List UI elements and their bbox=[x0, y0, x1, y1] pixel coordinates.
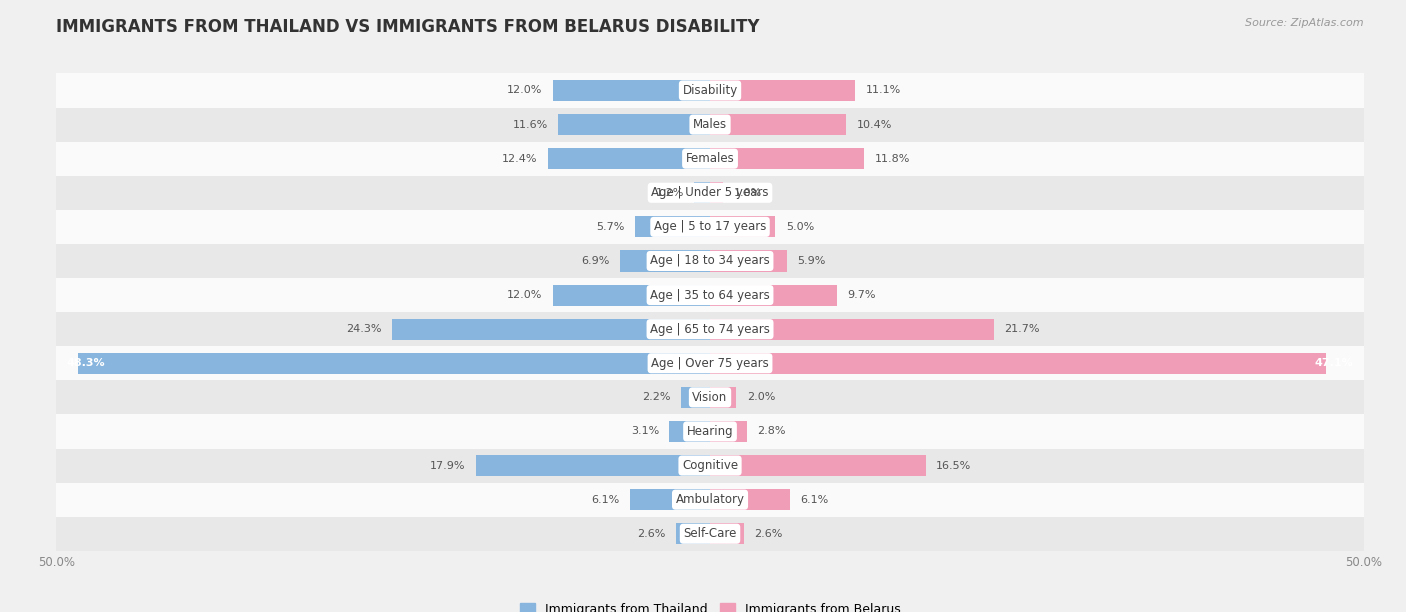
Text: 5.7%: 5.7% bbox=[596, 222, 626, 232]
Bar bbox=[553, 80, 710, 101]
Text: 24.3%: 24.3% bbox=[346, 324, 382, 334]
Text: 5.0%: 5.0% bbox=[786, 222, 814, 232]
Text: 1.0%: 1.0% bbox=[734, 188, 762, 198]
Text: 12.0%: 12.0% bbox=[508, 290, 543, 300]
Bar bbox=[56, 176, 1364, 210]
Text: Ambulatory: Ambulatory bbox=[675, 493, 745, 506]
Bar bbox=[710, 319, 994, 340]
Bar bbox=[56, 449, 1364, 483]
Bar bbox=[620, 250, 710, 272]
Bar bbox=[710, 80, 855, 101]
Bar bbox=[695, 182, 710, 203]
Text: 10.4%: 10.4% bbox=[856, 119, 891, 130]
Bar bbox=[710, 250, 787, 272]
Bar bbox=[56, 141, 1364, 176]
Text: 12.4%: 12.4% bbox=[502, 154, 537, 163]
Bar bbox=[56, 108, 1364, 141]
Bar bbox=[56, 380, 1364, 414]
Text: 9.7%: 9.7% bbox=[848, 290, 876, 300]
Bar bbox=[477, 455, 710, 476]
Text: 6.1%: 6.1% bbox=[800, 494, 828, 505]
Text: 11.8%: 11.8% bbox=[875, 154, 910, 163]
Bar bbox=[56, 346, 1364, 380]
Bar bbox=[548, 148, 710, 170]
Bar bbox=[669, 421, 710, 442]
Text: Vision: Vision bbox=[692, 391, 728, 404]
Text: 1.2%: 1.2% bbox=[655, 188, 683, 198]
Text: 11.6%: 11.6% bbox=[513, 119, 548, 130]
Bar bbox=[710, 285, 837, 305]
Bar bbox=[710, 182, 723, 203]
Text: Age | 35 to 64 years: Age | 35 to 64 years bbox=[650, 289, 770, 302]
Text: 6.9%: 6.9% bbox=[581, 256, 609, 266]
Text: 11.1%: 11.1% bbox=[866, 86, 901, 95]
Text: Age | 5 to 17 years: Age | 5 to 17 years bbox=[654, 220, 766, 233]
Bar bbox=[56, 210, 1364, 244]
Bar bbox=[710, 421, 747, 442]
Bar bbox=[682, 387, 710, 408]
Bar bbox=[676, 523, 710, 544]
Text: 2.6%: 2.6% bbox=[755, 529, 783, 539]
Text: Age | 18 to 34 years: Age | 18 to 34 years bbox=[650, 255, 770, 267]
Text: 16.5%: 16.5% bbox=[936, 461, 972, 471]
Text: Disability: Disability bbox=[682, 84, 738, 97]
Text: 5.9%: 5.9% bbox=[797, 256, 825, 266]
Bar bbox=[56, 312, 1364, 346]
Text: 47.1%: 47.1% bbox=[1315, 358, 1354, 368]
Text: 2.2%: 2.2% bbox=[643, 392, 671, 402]
Bar bbox=[56, 278, 1364, 312]
Text: Hearing: Hearing bbox=[686, 425, 734, 438]
Bar bbox=[56, 73, 1364, 108]
Bar bbox=[79, 353, 710, 374]
Bar bbox=[56, 414, 1364, 449]
Text: 2.0%: 2.0% bbox=[747, 392, 775, 402]
Bar bbox=[710, 353, 1326, 374]
Text: Age | Under 5 years: Age | Under 5 years bbox=[651, 186, 769, 200]
Text: Age | 65 to 74 years: Age | 65 to 74 years bbox=[650, 323, 770, 335]
Bar bbox=[630, 489, 710, 510]
Text: 12.0%: 12.0% bbox=[508, 86, 543, 95]
Bar bbox=[56, 517, 1364, 551]
Text: Cognitive: Cognitive bbox=[682, 459, 738, 472]
Text: Males: Males bbox=[693, 118, 727, 131]
Bar bbox=[56, 244, 1364, 278]
Bar bbox=[710, 455, 925, 476]
Legend: Immigrants from Thailand, Immigrants from Belarus: Immigrants from Thailand, Immigrants fro… bbox=[515, 598, 905, 612]
Bar bbox=[636, 216, 710, 237]
Bar bbox=[710, 148, 865, 170]
Bar bbox=[710, 489, 790, 510]
Bar bbox=[56, 483, 1364, 517]
Text: Self-Care: Self-Care bbox=[683, 528, 737, 540]
Text: Source: ZipAtlas.com: Source: ZipAtlas.com bbox=[1246, 18, 1364, 28]
Text: Females: Females bbox=[686, 152, 734, 165]
Bar bbox=[553, 285, 710, 305]
Text: IMMIGRANTS FROM THAILAND VS IMMIGRANTS FROM BELARUS DISABILITY: IMMIGRANTS FROM THAILAND VS IMMIGRANTS F… bbox=[56, 18, 759, 36]
Text: 2.6%: 2.6% bbox=[637, 529, 665, 539]
Text: Age | Over 75 years: Age | Over 75 years bbox=[651, 357, 769, 370]
Bar bbox=[392, 319, 710, 340]
Text: 17.9%: 17.9% bbox=[430, 461, 465, 471]
Bar bbox=[710, 523, 744, 544]
Bar bbox=[710, 114, 846, 135]
Text: 2.8%: 2.8% bbox=[756, 427, 786, 436]
Text: 48.3%: 48.3% bbox=[66, 358, 105, 368]
Text: 3.1%: 3.1% bbox=[631, 427, 659, 436]
Text: 21.7%: 21.7% bbox=[1004, 324, 1039, 334]
Bar bbox=[558, 114, 710, 135]
Text: 6.1%: 6.1% bbox=[592, 494, 620, 505]
Bar bbox=[710, 387, 737, 408]
Bar bbox=[710, 216, 776, 237]
